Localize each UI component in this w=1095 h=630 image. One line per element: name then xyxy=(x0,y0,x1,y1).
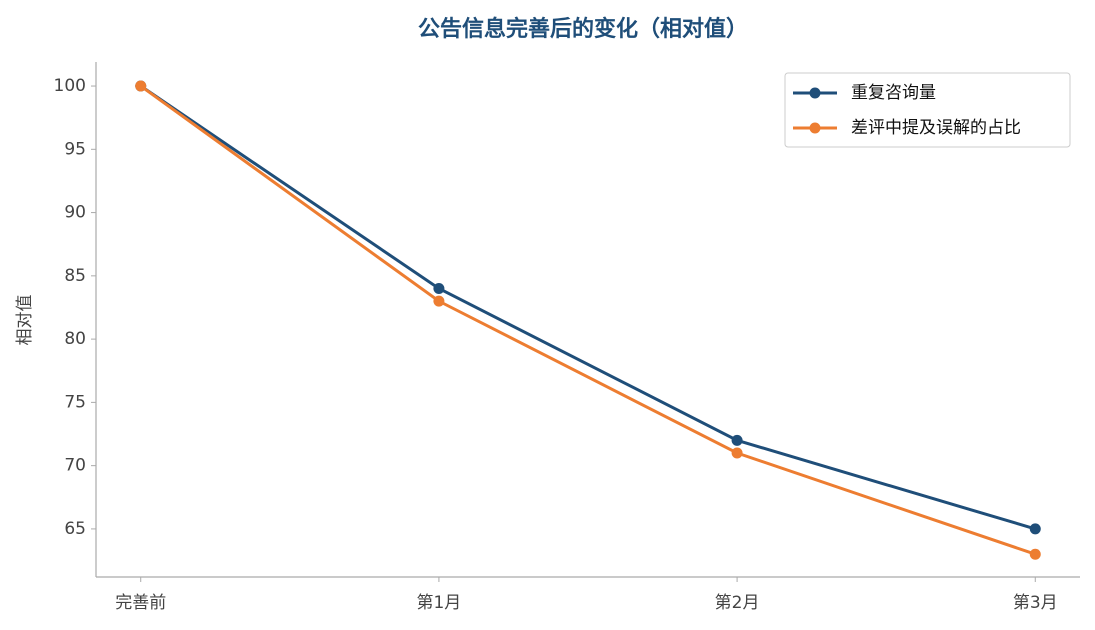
y-tick-label: 95 xyxy=(64,139,86,159)
series-line xyxy=(139,84,1036,531)
x-tick-label: 第1月 xyxy=(416,593,461,613)
point xyxy=(433,295,445,307)
point xyxy=(1029,548,1041,560)
point xyxy=(433,282,445,294)
point xyxy=(1029,523,1041,535)
y-tick-label: 85 xyxy=(64,266,86,286)
y-tick-label: 80 xyxy=(64,329,86,349)
y-tick-label: 65 xyxy=(64,519,86,539)
chart-title: 公告信息完善后的变化（相对值） xyxy=(418,16,748,42)
point xyxy=(135,80,147,92)
y-tick-label: 90 xyxy=(64,203,86,223)
y-axis-label: 相对值 xyxy=(15,295,35,346)
point xyxy=(731,434,743,446)
x-tick-label: 完善前 xyxy=(115,593,166,613)
point xyxy=(731,447,743,459)
x-tick-label: 第3月 xyxy=(1013,593,1058,613)
legend-marker xyxy=(809,87,821,99)
x-tick-label: 第2月 xyxy=(715,593,760,613)
series-line xyxy=(139,84,1036,556)
legend-label: 差评中提及误解的占比 xyxy=(851,118,1021,138)
y-tick-label: 100 xyxy=(54,76,86,96)
legend-marker xyxy=(809,122,821,134)
y-tick-label: 70 xyxy=(64,456,86,476)
y-tick-label: 75 xyxy=(64,392,86,412)
legend-box xyxy=(784,72,1071,148)
legend-label: 重复咨询量 xyxy=(851,83,936,103)
